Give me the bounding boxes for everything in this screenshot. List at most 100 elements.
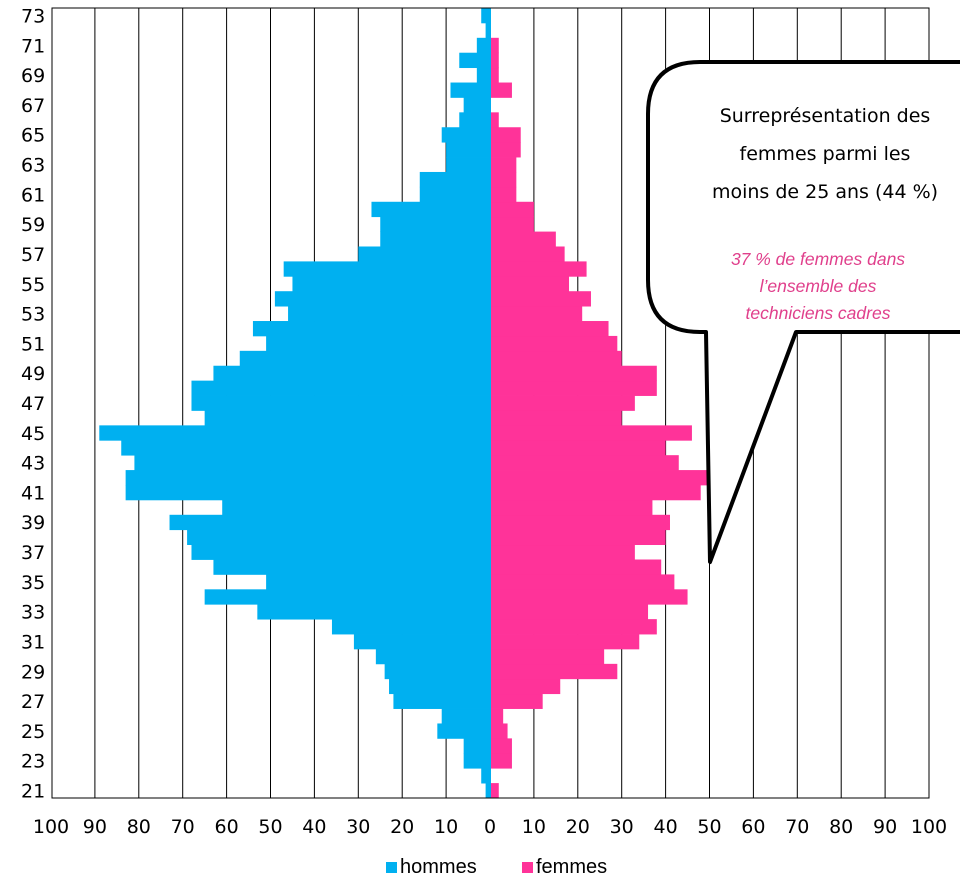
bar-hommes-age-31 — [353, 634, 490, 650]
bar-hommes-age-28 — [389, 678, 490, 695]
bar-hommes-age-21 — [485, 783, 490, 799]
bar-femmes-age-54 — [490, 291, 591, 307]
x-tick-label: 20 — [390, 816, 414, 838]
bar-hommes-age-70 — [459, 52, 490, 69]
y-axis-tick-labels: 73 71 69 67 65 63 61 59 57 55 53 51 49 47 45 43 41 39 37 35… — [21, 5, 45, 802]
bar-hommes-age-24 — [463, 738, 490, 754]
y-tick-label: 33 — [21, 602, 45, 624]
bar-femmes-age-46 — [490, 410, 622, 426]
bar-femmes-age-25 — [490, 723, 508, 739]
bar-femmes-age-47 — [490, 395, 635, 411]
legend-label-hommes: hommes — [400, 856, 477, 878]
plot-border — [51, 7, 930, 799]
y-tick-label: 71 — [21, 35, 45, 57]
legend-label-femmes: femmes — [536, 856, 607, 878]
bar-femmes-age-38 — [490, 529, 666, 546]
y-tick-label: 31 — [21, 631, 45, 653]
x-tick-label: 40 — [654, 816, 678, 838]
bar-femmes-age-39 — [490, 514, 670, 531]
bar-femmes-age-32 — [490, 619, 657, 635]
bar-femmes-age-36 — [490, 559, 662, 575]
bar-hommes-age-52 — [252, 321, 490, 337]
x-tick-label: 70 — [785, 816, 809, 838]
bar-femmes-age-59 — [490, 216, 534, 232]
bar-hommes-age-69 — [476, 67, 490, 83]
bar-femmes-age-34 — [490, 589, 688, 605]
bar-femmes-age-68 — [490, 82, 512, 98]
x-tick-label: 60 — [215, 816, 239, 838]
y-tick-label: 73 — [21, 5, 45, 27]
bar-hommes-age-22 — [481, 768, 490, 784]
y-tick-label: 35 — [21, 572, 45, 594]
bar-femmes-age-49 — [490, 365, 657, 382]
y-tick-label: 57 — [21, 244, 45, 266]
bar-femmes-age-64 — [490, 142, 521, 158]
bar-hommes-age-36 — [213, 559, 490, 575]
bar-hommes-age-49 — [213, 365, 490, 382]
bar-femmes-age-41 — [490, 484, 701, 501]
bar-femmes-age-43 — [490, 455, 679, 471]
callout-subline-1: 37 % de femmes dans — [731, 249, 905, 269]
bar-hommes-age-60 — [371, 201, 490, 218]
bar-femmes-age-71 — [490, 37, 499, 54]
x-tick-label: 40 — [302, 816, 326, 838]
y-tick-label: 53 — [21, 304, 45, 326]
bar-hommes-age-57 — [358, 246, 490, 262]
callout-subline-2: l’ensemble des — [760, 276, 877, 296]
bar-hommes-age-66 — [459, 112, 490, 128]
bar-femmes-age-66 — [490, 112, 499, 128]
callout-annotation: Surreprésentation des femmes parmi les m… — [646, 60, 960, 564]
bar-hommes-age-58 — [380, 231, 490, 247]
y-tick-label: 69 — [21, 65, 45, 87]
y-tick-label: 21 — [21, 781, 45, 803]
bar-hommes-age-65 — [441, 127, 490, 143]
bar-femmes-age-44 — [490, 440, 666, 456]
legend-swatch-hommes — [386, 862, 397, 873]
legend-swatch-femmes — [522, 862, 533, 873]
y-tick-label: 25 — [21, 721, 45, 743]
x-tick-label: 90 — [873, 816, 897, 838]
bar-femmes-age-60 — [490, 201, 534, 218]
bar-femmes-age-21 — [490, 783, 499, 799]
bar-femmes-age-65 — [490, 127, 521, 143]
bar-hommes-age-41 — [125, 484, 490, 501]
bar-hommes-age-47 — [191, 395, 491, 411]
bar-hommes-age-62 — [419, 171, 490, 188]
callout-line-3: moins de 25 ans (44 %) — [712, 181, 938, 203]
bar-femmes-age-24 — [490, 738, 512, 754]
bar-femmes-age-52 — [490, 321, 609, 337]
y-tick-label: 37 — [21, 542, 45, 564]
callout-bubble — [646, 60, 960, 564]
x-tick-label: 30 — [610, 816, 634, 838]
y-tick-label: 23 — [21, 751, 45, 773]
bar-hommes-age-27 — [393, 693, 490, 709]
bar-femmes-age-37 — [490, 544, 635, 560]
bar-femmes-age-69 — [490, 67, 499, 83]
y-tick-label: 41 — [21, 482, 45, 504]
x-tick-label: 80 — [829, 816, 853, 838]
x-tick-label: 60 — [741, 816, 765, 838]
y-tick-label: 51 — [21, 333, 45, 355]
x-tick-label: 70 — [171, 816, 195, 838]
bar-femmes-age-30 — [490, 648, 605, 665]
bar-hommes-age-44 — [121, 440, 491, 456]
y-tick-label: 61 — [21, 184, 45, 206]
bar-hommes-age-54 — [274, 291, 490, 307]
y-tick-label: 39 — [21, 512, 45, 534]
bar-femmes-age-42 — [490, 470, 710, 486]
callout-line-2: femmes parmi les — [740, 143, 911, 165]
bar-hommes-age-48 — [191, 380, 491, 396]
bar-femmes-age-35 — [490, 574, 675, 590]
x-tick-label: 50 — [258, 816, 282, 838]
y-tick-label: 49 — [21, 363, 45, 385]
bar-hommes-age-50 — [239, 350, 490, 367]
bar-hommes-age-59 — [380, 216, 490, 232]
bar-femmes-age-50 — [490, 350, 622, 367]
bar-hommes-age-63 — [446, 157, 490, 173]
bar-femmes-age-33 — [490, 604, 649, 620]
bar-femmes-age-23 — [490, 753, 512, 769]
bar-hommes-age-64 — [446, 142, 490, 158]
y-tick-label: 63 — [21, 155, 45, 177]
bar-hommes-age-51 — [266, 335, 490, 352]
